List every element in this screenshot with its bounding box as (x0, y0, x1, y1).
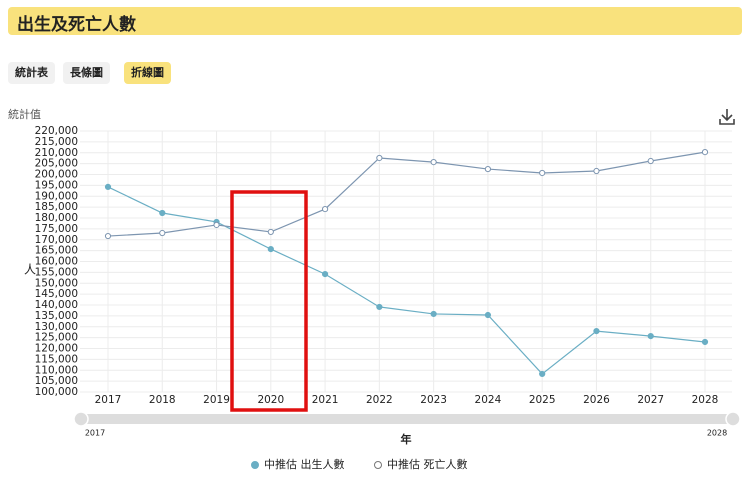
y-tick-label: 210,000 (35, 147, 78, 159)
y-tick-label: 105,000 (35, 375, 78, 387)
legend-label: 中推估 死亡人數 (387, 457, 468, 471)
highlight-box (230, 190, 308, 412)
y-tick-label: 165,000 (35, 245, 78, 257)
y-tick-label: 160,000 (35, 256, 78, 268)
header: 出生及死亡人數 (8, 7, 742, 35)
y-tick-label: 200,000 (35, 169, 78, 181)
x-tick-label: 2023 (420, 394, 447, 406)
page-title: 出生及死亡人數 (17, 15, 136, 35)
y-tick-label: 115,000 (35, 353, 78, 365)
y-tick-label: 175,000 (35, 223, 78, 235)
point (701, 338, 709, 346)
x-axis-label: 年 (401, 432, 412, 446)
y-tick-label: 185,000 (35, 201, 78, 213)
x-tick-label: 2021 (312, 394, 339, 406)
x-tick-label: 2022 (366, 394, 393, 406)
point (484, 165, 492, 173)
point (267, 228, 274, 236)
point (430, 310, 437, 318)
point (267, 246, 274, 253)
y-tick-label: 180,000 (35, 212, 78, 224)
y-tick-label: 155,000 (35, 266, 78, 278)
y-tick-label: 150,000 (35, 277, 78, 289)
x-tick-label: 2025 (529, 394, 556, 406)
y-tick-label: 195,000 (35, 179, 78, 191)
point (539, 169, 546, 177)
x-tick-label: 2018 (149, 394, 176, 406)
y-tick-label: 120,000 (35, 343, 78, 355)
point (213, 221, 220, 229)
y-tick-label: 110,000 (35, 364, 78, 376)
point (647, 333, 654, 340)
slider-end: 2028 (707, 429, 727, 438)
point (159, 209, 166, 217)
point (376, 303, 383, 311)
legend-marker (374, 461, 382, 469)
point (701, 148, 709, 156)
point (430, 159, 437, 166)
x-tick-label: 2026 (583, 394, 610, 406)
point (539, 370, 546, 378)
y-tick-label: 190,000 (35, 190, 78, 202)
y-tick-label: 140,000 (35, 299, 78, 311)
series-line (107, 186, 706, 375)
y-tick-label: 170,000 (35, 234, 78, 246)
tab[interactable]: 長條圖 (63, 62, 110, 84)
y-tick-label: 145,000 (35, 288, 78, 300)
point (104, 232, 112, 240)
tab[interactable]: 統計表 (8, 62, 55, 84)
y-tick-label: 220,000 (35, 125, 78, 137)
download-icon[interactable] (719, 109, 735, 125)
y-tick-label: 125,000 (35, 332, 78, 344)
point (376, 154, 383, 162)
point (484, 311, 492, 319)
value-caption: 統計值 (8, 107, 41, 121)
slider[interactable] (73, 411, 741, 427)
x-tick-label: 2020 (257, 394, 284, 406)
y-tick-label: 135,000 (35, 310, 78, 322)
point (321, 271, 329, 278)
point (321, 205, 329, 213)
y-tick-label: 130,000 (35, 321, 78, 333)
point (159, 229, 166, 237)
x-tick-label: 2028 (692, 394, 719, 406)
y-tick-label: 205,000 (35, 158, 78, 170)
point (593, 167, 600, 175)
point (104, 183, 112, 190)
x-tick-label: 2024 (475, 394, 502, 406)
tab-active[interactable]: 折線圖 (124, 62, 171, 84)
y-tick-label: 100,000 (35, 386, 78, 398)
legend-label: 中推估 出生人數 (264, 457, 345, 471)
point (593, 328, 600, 335)
x-tick-label: 2017 (95, 394, 122, 406)
x-tick-label: 2027 (637, 394, 664, 406)
point (647, 157, 654, 165)
y-tick-label: 215,000 (35, 136, 78, 148)
series-line (107, 151, 706, 237)
x-tick-label: 2019 (203, 394, 230, 406)
legend-marker (251, 461, 259, 469)
y-axis-label: 人 (24, 263, 36, 277)
slider-start: 2017 (85, 429, 105, 438)
